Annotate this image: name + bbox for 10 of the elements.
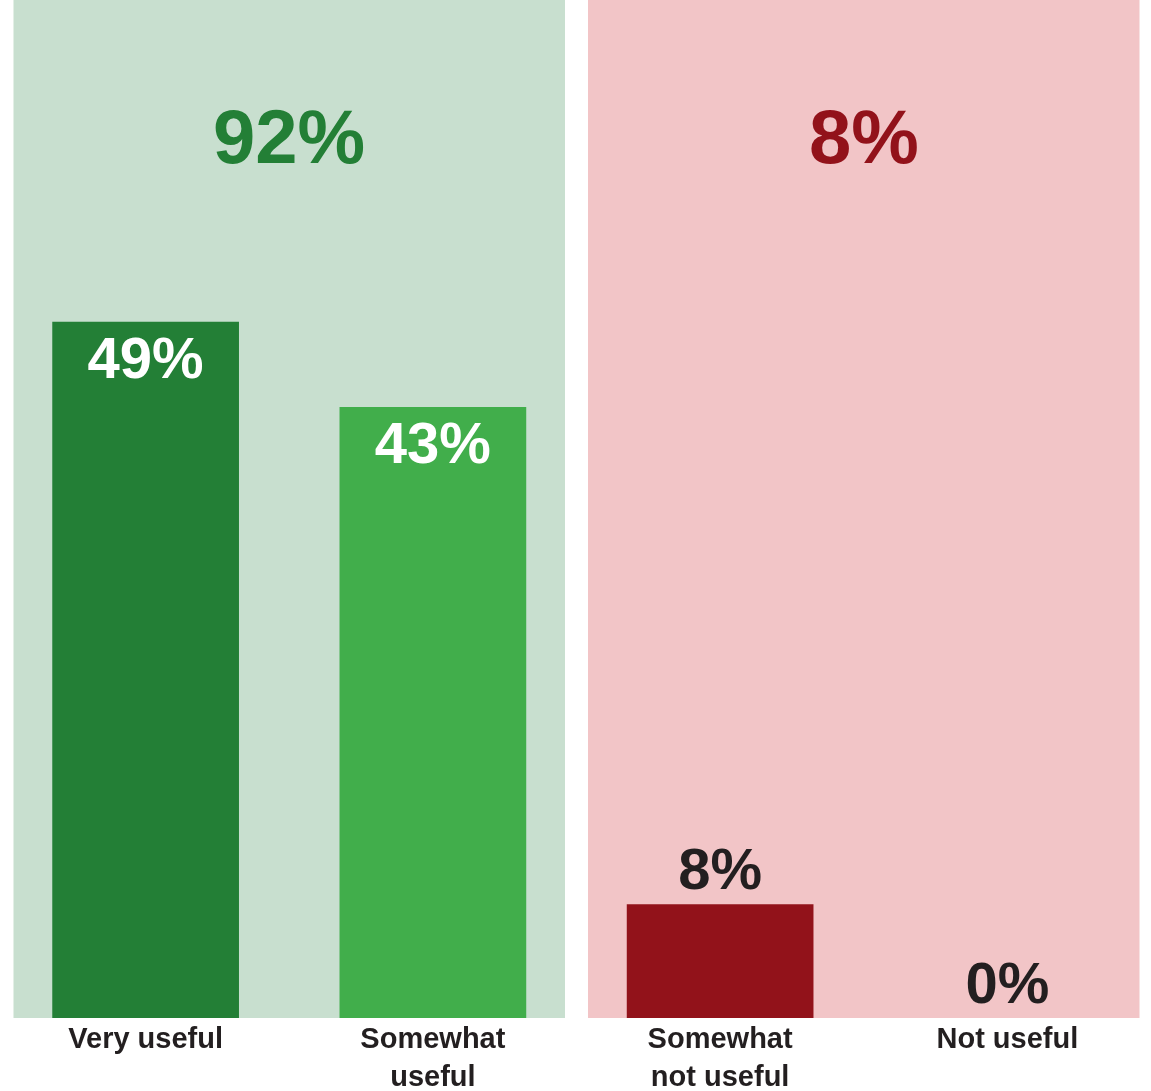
x-tick-label: Somewhat useful — [360, 1022, 506, 1091]
data-label: 8% — [678, 836, 763, 902]
x-tick-label: Somewhat not useful — [647, 1022, 793, 1091]
data-label: 49% — [87, 324, 204, 390]
x-tick-label: Not useful — [936, 1022, 1079, 1054]
band-label: 92% — [213, 94, 366, 179]
data-label: 43% — [374, 409, 491, 475]
data-label: 0% — [965, 950, 1050, 1015]
x-tick-label: Very useful — [68, 1022, 224, 1054]
band-label: 8% — [809, 94, 919, 179]
